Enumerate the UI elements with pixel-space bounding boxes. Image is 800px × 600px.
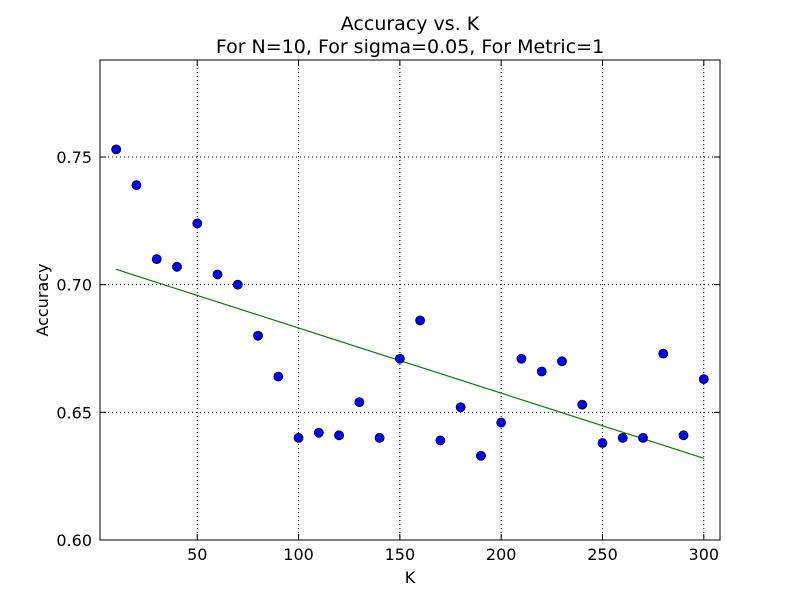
- data-point: [151, 254, 162, 265]
- data-point: [415, 315, 426, 326]
- data-point: [354, 397, 365, 408]
- x-axis-label: K: [405, 568, 416, 587]
- data-point: [577, 399, 588, 410]
- x-tick-label: 300: [689, 545, 720, 564]
- x-tick-label: 150: [385, 545, 416, 564]
- data-point: [557, 356, 567, 367]
- y-tick-label: 0.70: [56, 276, 92, 295]
- y-tick-label: 0.75: [56, 148, 92, 167]
- x-tick-label: 200: [486, 545, 517, 564]
- data-point: [172, 261, 182, 272]
- data-point: [293, 432, 304, 443]
- data-point: [273, 371, 284, 382]
- data-point: [617, 432, 628, 443]
- plot-area: [100, 60, 720, 540]
- data-point: [455, 402, 466, 413]
- y-tick-label: 0.60: [56, 531, 92, 550]
- data-point: [394, 353, 405, 364]
- y-axis-label: Accuracy: [33, 263, 52, 336]
- data-point: [334, 430, 344, 441]
- data-point: [698, 374, 709, 385]
- x-tick-label: 250: [587, 545, 618, 564]
- x-tick-label: 100: [283, 545, 314, 564]
- data-point: [131, 180, 142, 191]
- x-tick-label: 50: [187, 545, 207, 564]
- data-point: [476, 450, 486, 461]
- data-point: [597, 438, 608, 448]
- data-point: [192, 218, 203, 229]
- data-point: [253, 330, 263, 341]
- data-point: [496, 417, 507, 428]
- data-point: [516, 353, 527, 364]
- trend-line: [116, 268, 704, 459]
- chart-title: Accuracy vs. K: [341, 13, 480, 35]
- chart-subtitle: For N=10, For sigma=0.05, For Metric=1: [216, 36, 604, 58]
- data-point: [658, 348, 669, 359]
- data-point: [435, 435, 446, 446]
- data-point: [111, 144, 122, 155]
- data-point: [536, 366, 547, 377]
- y-tick-label: 0.65: [56, 403, 92, 422]
- data-point: [313, 427, 324, 438]
- data-point: [212, 269, 223, 280]
- data-point: [232, 279, 243, 290]
- data-point: [374, 432, 385, 443]
- tick-layer: 50 100 150 200 250 300 0.60 0.65 0.70 0.75: [56, 60, 720, 564]
- data-point: [678, 430, 689, 441]
- data-layer: [111, 144, 709, 461]
- data-point: [638, 432, 648, 443]
- plot-frame: [99, 59, 721, 541]
